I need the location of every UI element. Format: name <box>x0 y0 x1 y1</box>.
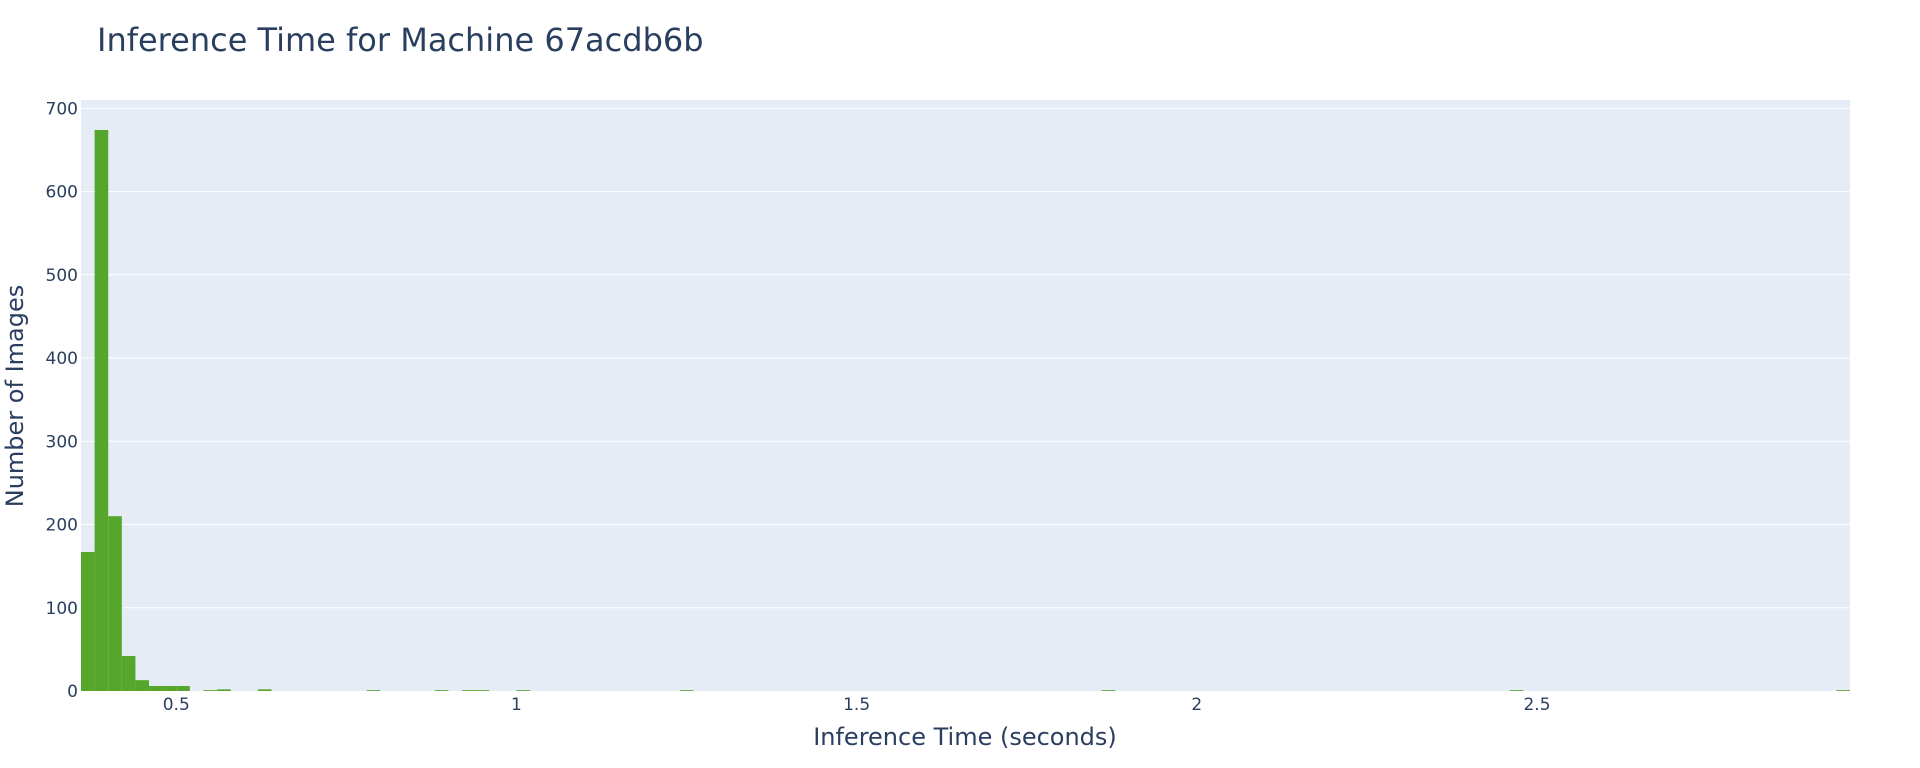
gridlines <box>81 107 1850 609</box>
histogram-bar <box>121 656 136 691</box>
histogram-bar <box>162 686 177 691</box>
histogram-bar <box>462 690 476 691</box>
histogram-bar <box>1836 690 1850 691</box>
y-tick-label: 400 <box>46 349 78 369</box>
y-tick-label: 500 <box>46 266 78 286</box>
y-tick-label: 200 <box>46 516 78 536</box>
y-tick-label: 100 <box>46 599 78 619</box>
histogram-bar <box>149 686 163 691</box>
histogram-bar <box>366 690 381 691</box>
y-axis-title: Number of Images <box>1 285 29 507</box>
histogram-bars <box>81 129 1850 692</box>
y-axis-ticks: 0 100 200 300 400 500 600 700 <box>46 99 78 702</box>
x-tick-label: 2 <box>1191 695 1202 715</box>
histogram-bar <box>81 551 95 691</box>
histogram-bar <box>203 690 218 691</box>
x-tick-label: 2.5 <box>1523 695 1550 715</box>
plot-area <box>81 100 1850 691</box>
x-axis-ticks: 0.5 1 1.5 2 2.5 <box>163 695 1551 715</box>
y-tick-label: 600 <box>46 183 78 203</box>
histogram-bar <box>94 129 109 692</box>
y-tick-label: 300 <box>46 432 78 452</box>
histogram-bar <box>1509 690 1524 691</box>
histogram-bar <box>257 689 272 691</box>
x-axis-title: Inference Time (seconds) <box>813 723 1117 751</box>
histogram-bar <box>108 516 122 691</box>
histogram-bar <box>475 690 490 691</box>
histogram-bar <box>135 680 150 691</box>
chart-title: Inference Time for Machine 67acdb6b <box>97 21 704 59</box>
histogram-bar <box>679 690 694 691</box>
histogram-bar <box>217 689 231 691</box>
histogram-bar <box>176 686 190 691</box>
histogram-bar <box>1101 690 1116 691</box>
x-tick-label: 1.5 <box>843 695 870 715</box>
y-tick-label: 0 <box>67 682 78 702</box>
x-tick-label: 0.5 <box>163 695 190 715</box>
x-tick-label: 1 <box>511 695 522 715</box>
y-tick-label: 700 <box>46 99 78 119</box>
histogram-bar <box>516 690 531 691</box>
histogram-bar <box>434 690 449 691</box>
